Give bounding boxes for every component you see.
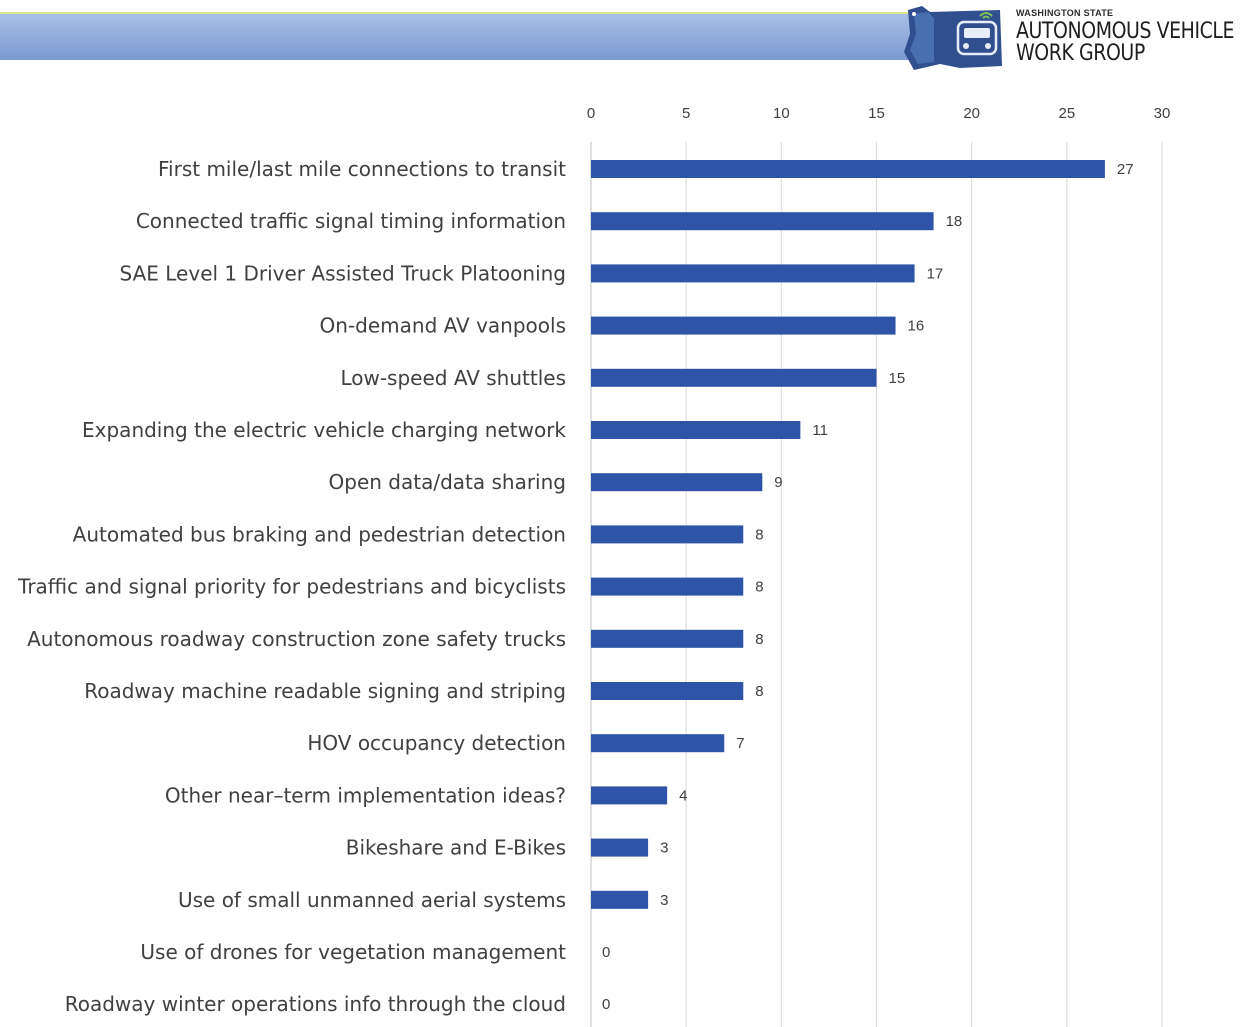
data-label: 15 bbox=[889, 370, 906, 387]
category-label: First mile/last mile connections to tran… bbox=[158, 157, 566, 181]
x-tick-label: 0 bbox=[587, 105, 595, 122]
bar bbox=[591, 421, 801, 439]
washington-state-car-logo-icon bbox=[904, 6, 1002, 70]
data-label: 0 bbox=[602, 944, 610, 961]
category-label: Autonomous roadway construction zone saf… bbox=[27, 627, 566, 651]
bar bbox=[591, 890, 649, 909]
bar bbox=[591, 368, 877, 387]
x-tick-label: 20 bbox=[963, 105, 980, 122]
bar bbox=[591, 682, 744, 700]
data-label: 27 bbox=[1117, 161, 1134, 178]
category-label: Roadway machine readable signing and str… bbox=[84, 679, 566, 703]
bar bbox=[591, 473, 763, 492]
category-label: Traffic and signal priority for pedestri… bbox=[17, 575, 566, 599]
x-tick-label: 25 bbox=[1058, 105, 1075, 122]
banner-bar bbox=[0, 14, 940, 60]
category-label: Use of small unmanned aerial systems bbox=[178, 888, 566, 912]
logo-title-line1: AUTONOMOUS VEHICLE bbox=[1016, 19, 1235, 44]
data-label: 8 bbox=[755, 526, 763, 543]
x-tick-label: 15 bbox=[868, 105, 885, 122]
x-tick-label: 10 bbox=[773, 105, 790, 122]
bar bbox=[591, 316, 896, 335]
data-label: 4 bbox=[679, 787, 687, 804]
category-label: On-demand AV vanpools bbox=[320, 314, 566, 338]
bar bbox=[591, 212, 934, 231]
bar bbox=[591, 734, 725, 753]
category-label: Automated bus braking and pedestrian det… bbox=[73, 522, 566, 546]
data-label: 8 bbox=[755, 683, 763, 700]
category-label: Bikeshare and E-Bikes bbox=[346, 836, 566, 860]
logo-title-line2: WORK GROUP bbox=[1016, 41, 1145, 66]
data-label: 0 bbox=[602, 996, 610, 1013]
data-label: 17 bbox=[927, 265, 944, 282]
bar bbox=[591, 525, 744, 544]
data-label: 8 bbox=[755, 579, 763, 596]
category-label: Expanding the electric vehicle charging … bbox=[82, 418, 566, 442]
data-label: 8 bbox=[755, 631, 763, 648]
bar bbox=[591, 264, 915, 283]
category-label: SAE Level 1 Driver Assisted Truck Platoo… bbox=[120, 261, 566, 285]
data-label: 16 bbox=[908, 318, 925, 335]
bar bbox=[591, 786, 668, 805]
category-label: Other near–term implementation ideas? bbox=[165, 783, 566, 807]
bar bbox=[591, 160, 1105, 178]
data-label: 3 bbox=[660, 840, 668, 857]
data-label: 11 bbox=[812, 422, 828, 439]
category-label: Use of drones for vegetation management bbox=[140, 940, 566, 964]
data-label: 18 bbox=[946, 213, 963, 230]
logo-state-label: WASHINGTON STATE bbox=[1016, 8, 1114, 18]
data-label: 3 bbox=[660, 892, 668, 909]
data-label: 9 bbox=[774, 474, 782, 491]
bar bbox=[591, 577, 744, 596]
category-label: Open data/data sharing bbox=[329, 470, 566, 494]
category-label: Connected traffic signal timing informat… bbox=[136, 209, 566, 233]
bar bbox=[591, 838, 649, 857]
banner-accent-line bbox=[0, 12, 940, 14]
x-tick-label: 5 bbox=[682, 105, 690, 122]
category-label: Low-speed AV shuttles bbox=[340, 366, 566, 390]
category-label: HOV occupancy detection bbox=[307, 731, 566, 755]
bar bbox=[591, 629, 744, 648]
x-tick-label: 30 bbox=[1154, 105, 1171, 122]
category-label: Roadway winter operations info through t… bbox=[65, 992, 566, 1016]
header-banner: WASHINGTON STATE AUTONOMOUS VEHICLE WORK… bbox=[0, 0, 1242, 80]
data-label: 7 bbox=[736, 735, 744, 752]
